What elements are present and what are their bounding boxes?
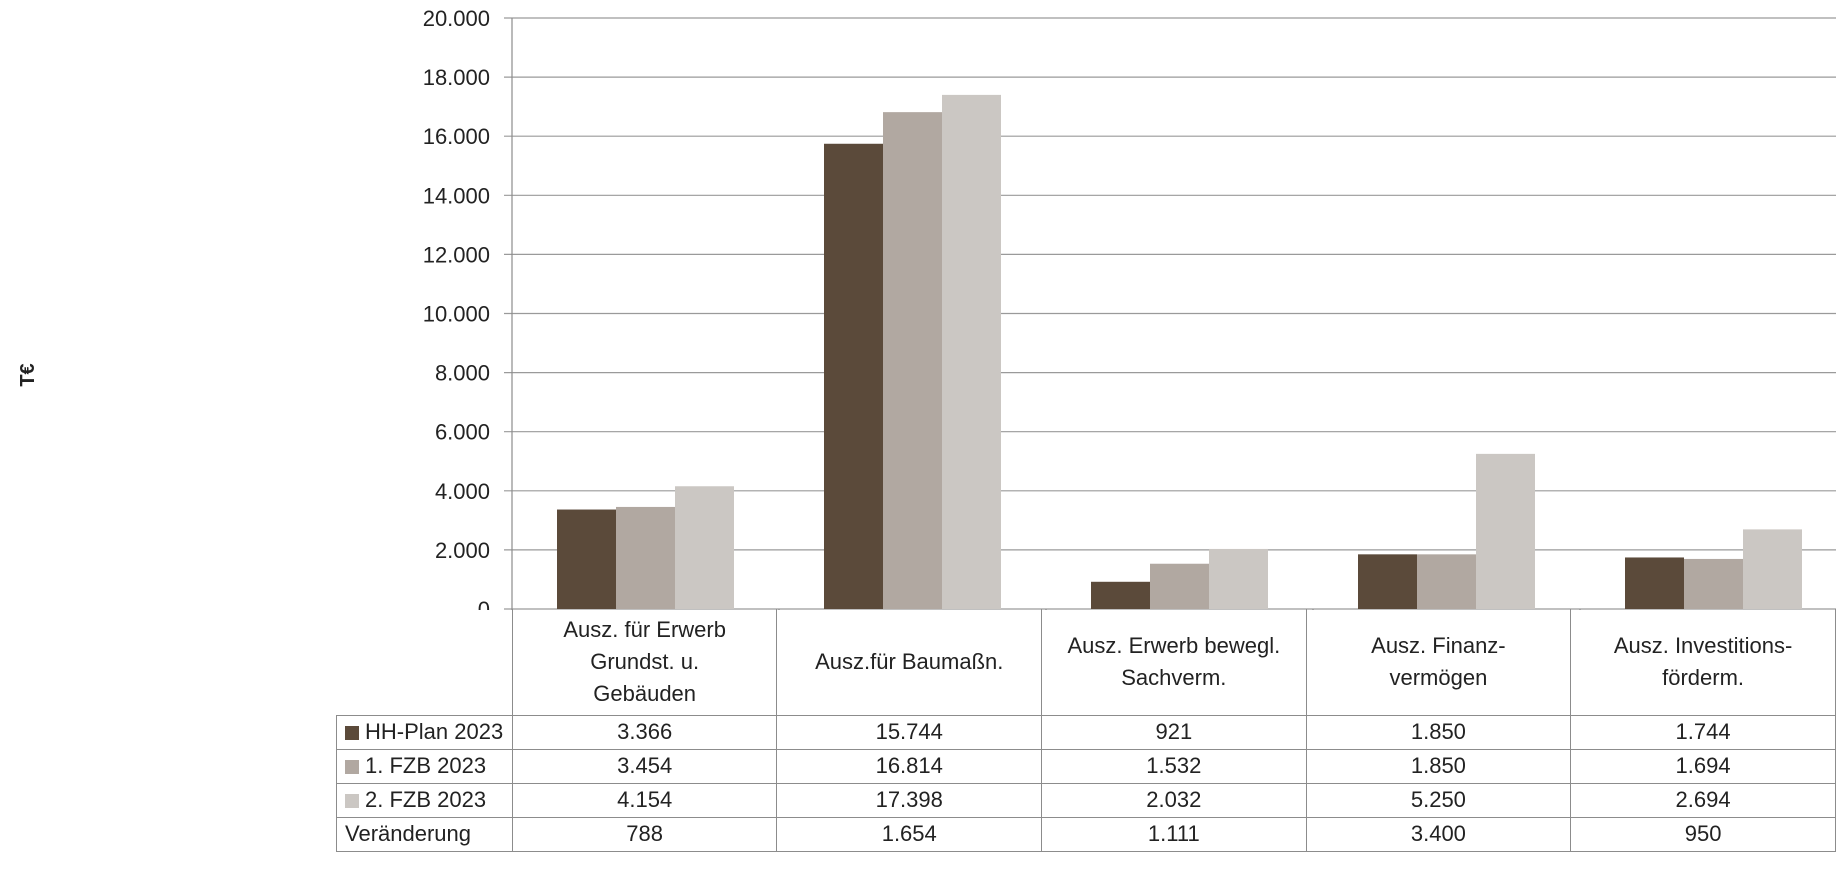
- table-cell: 4.154: [511, 782, 778, 818]
- bar: [883, 112, 942, 609]
- bar: [1150, 563, 1209, 609]
- bar: [616, 506, 675, 609]
- table-cell: 1.850: [1305, 748, 1572, 784]
- table-row: HH-Plan 2023 3.366 15.744 921 1.850 1.744: [336, 714, 1836, 750]
- category-label: Ausz. Investitions- förderm.: [1570, 609, 1836, 716]
- table-cell: 1.654: [776, 816, 1043, 852]
- category-label: Ausz. für Erwerb Grundst. u. Gebäuden: [511, 609, 778, 716]
- y-tick-label: 14.000: [423, 183, 490, 208]
- y-tick-label: 20.000: [423, 6, 490, 31]
- table-cell: 921: [1041, 714, 1307, 750]
- y-tick-label: 16.000: [423, 124, 490, 149]
- y-tick-label: 10.000: [423, 302, 490, 327]
- table-cell: 2.694: [1570, 782, 1836, 818]
- data-table: Ausz. für Erwerb Grundst. u. Gebäuden Aus…: [336, 609, 1836, 852]
- bar: [1684, 558, 1743, 609]
- y-tick-label: 4.000: [435, 479, 490, 504]
- bar: [1091, 581, 1150, 609]
- y-tick-label: 2.000: [435, 538, 490, 563]
- table-cell: 1.532: [1041, 748, 1307, 784]
- table-row: 2. FZB 2023 4.154 17.398 2.032 5.250 2.694: [336, 782, 1836, 818]
- table-cell: 3.366: [511, 714, 778, 750]
- category-label: Ausz. Finanz- vermögen: [1305, 609, 1572, 716]
- bar: [1625, 557, 1684, 609]
- table-row: 1. FZB 2023 3.454 16.814 1.532 1.850 1.694: [336, 748, 1836, 784]
- bar: [557, 509, 616, 609]
- table-cell: 17.398: [776, 782, 1043, 818]
- bar: [1476, 453, 1535, 609]
- table-cell: 2.032: [1041, 782, 1307, 818]
- bar: [824, 143, 883, 609]
- legend-swatch: [345, 726, 359, 740]
- table-cell: 788: [511, 816, 778, 852]
- legend-swatch: [345, 760, 359, 774]
- bar: [675, 486, 734, 609]
- bar: [942, 94, 1001, 609]
- y-tick-label: 12.000: [423, 242, 490, 267]
- table-cell: 950: [1570, 816, 1836, 852]
- y-tick-label: 8.000: [435, 361, 490, 386]
- table-cell: 16.814: [776, 748, 1043, 784]
- series-name: 1. FZB 2023: [336, 748, 513, 784]
- y-tick-label: 6.000: [435, 420, 490, 445]
- table-cell: 1.694: [1570, 748, 1836, 784]
- y-tick-label: 18.000: [423, 65, 490, 90]
- table-cell: 5.250: [1305, 782, 1572, 818]
- series-name: 2. FZB 2023: [336, 782, 513, 818]
- table-cell: 1.744: [1570, 714, 1836, 750]
- category-label: Ausz.für Baumaßn.: [776, 609, 1043, 716]
- bar: [1209, 548, 1268, 609]
- table-cell: 15.744: [776, 714, 1043, 750]
- table-cell: 1.111: [1041, 816, 1307, 852]
- bar: [1417, 554, 1476, 609]
- table-corner: [336, 609, 513, 715]
- bar-chart: 0 2.000 4.000 6.000 8.000 10.000 12.000 14.000 1…: [423, 6, 1836, 610]
- row-label: Veränderung: [336, 816, 513, 852]
- bar: [1743, 529, 1802, 609]
- table-row: Veränderung 788 1.654 1.111 3.400 950: [336, 816, 1836, 852]
- bar: [1358, 554, 1417, 609]
- category-label: Ausz. Erwerb bewegl. Sachverm.: [1041, 609, 1307, 716]
- category-row: Ausz. für Erwerb Grundst. u. Gebäuden Aus…: [336, 609, 1836, 716]
- table-cell: 3.454: [511, 748, 778, 784]
- y-tick-label: 0: [478, 597, 490, 610]
- series-name: HH-Plan 2023: [336, 714, 513, 750]
- table-cell: 3.400: [1305, 816, 1572, 852]
- table-cell: 1.850: [1305, 714, 1572, 750]
- legend-swatch: [345, 794, 359, 808]
